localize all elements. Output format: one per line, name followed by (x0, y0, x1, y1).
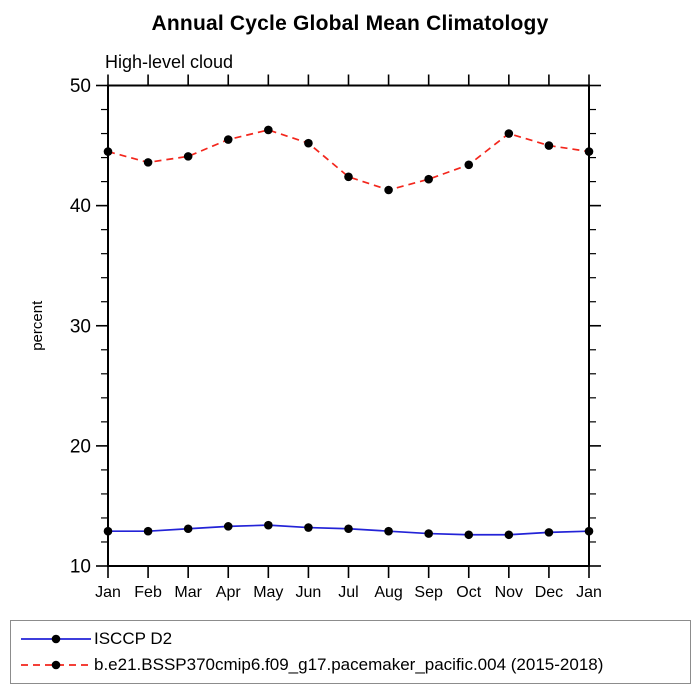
data-point-marker (464, 530, 474, 540)
data-point-marker (264, 520, 273, 530)
data-point-marker (264, 125, 273, 135)
x-tick-label: Oct (456, 584, 481, 601)
x-tick-label: Aug (374, 584, 402, 601)
data-point-marker (584, 147, 594, 156)
legend-line-sample (21, 634, 91, 644)
data-point-marker (464, 160, 474, 170)
x-tick-label: Nov (495, 584, 523, 601)
x-tick-label: Sep (414, 584, 443, 601)
data-point-marker (584, 526, 594, 536)
y-axis-title: percent (29, 300, 46, 351)
data-point-marker (304, 523, 313, 532)
y-axis: 10 20 30 40 50 (70, 76, 601, 578)
climatology-line-chart: 10 20 30 40 50 Jan Feb Mar Apr May Jun Jul Aug Sep Oct… (29, 74, 602, 601)
y-tick-label: 10 (70, 557, 91, 578)
data-point-marker (103, 147, 113, 156)
legend-label: ISCCP D2 (94, 629, 173, 648)
x-tick-label: Apr (216, 584, 242, 601)
x-tick-label: Feb (134, 584, 162, 601)
data-point-marker (223, 135, 233, 144)
data-point-marker (384, 526, 393, 536)
data-point-marker (344, 172, 353, 182)
x-tick-label: Mar (174, 584, 202, 601)
x-axis: Jan Feb Mar Apr May Jun Jul Aug Sep Oct Nov Dec Jan (95, 74, 602, 601)
series-0 (103, 520, 594, 540)
legend-label: b.e21.BSSP370cmip6.f09_g17.pacemaker_pac… (94, 655, 604, 674)
y-tick-label: 50 (70, 76, 91, 97)
data-point-marker (103, 526, 113, 536)
x-tick-label: Jan (95, 584, 121, 601)
data-point-marker (344, 524, 353, 534)
data-point-marker (143, 526, 153, 536)
series-1 (103, 125, 594, 195)
data-point-marker (183, 524, 193, 534)
data-point-marker (424, 174, 433, 184)
data-point-marker (143, 158, 153, 167)
data-point-marker (424, 529, 433, 538)
x-tick-label: May (253, 584, 283, 601)
y-tick-label: 30 (70, 316, 91, 337)
x-tick-label: Jan (576, 584, 602, 601)
legend: ISCCP D2 b.e21.BSSP370cmip6.f09_g17.pacem… (10, 620, 691, 684)
data-point-marker (304, 138, 313, 148)
data-point-marker (504, 530, 514, 540)
data-point-marker (183, 152, 193, 161)
y-tick-label: 40 (70, 196, 91, 217)
chart-subtitle: High-level cloud (105, 52, 234, 72)
data-point-marker (544, 528, 554, 537)
x-tick-label: Jun (296, 584, 322, 601)
legend-item-0: ISCCP D2 (11, 626, 690, 652)
data-point-marker (504, 129, 514, 138)
data-point-marker (384, 185, 393, 195)
x-tick-label: Jul (338, 584, 358, 601)
legend-item-1: b.e21.BSSP370cmip6.f09_g17.pacemaker_pac… (11, 652, 690, 678)
legend-line-sample (21, 660, 91, 670)
data-point-marker (544, 141, 554, 150)
y-tick-label: 20 (70, 436, 91, 457)
data-point-marker (223, 522, 233, 531)
x-tick-label: Dec (535, 584, 563, 601)
chart-title: Annual Cycle Global Mean Climatology (151, 12, 549, 35)
